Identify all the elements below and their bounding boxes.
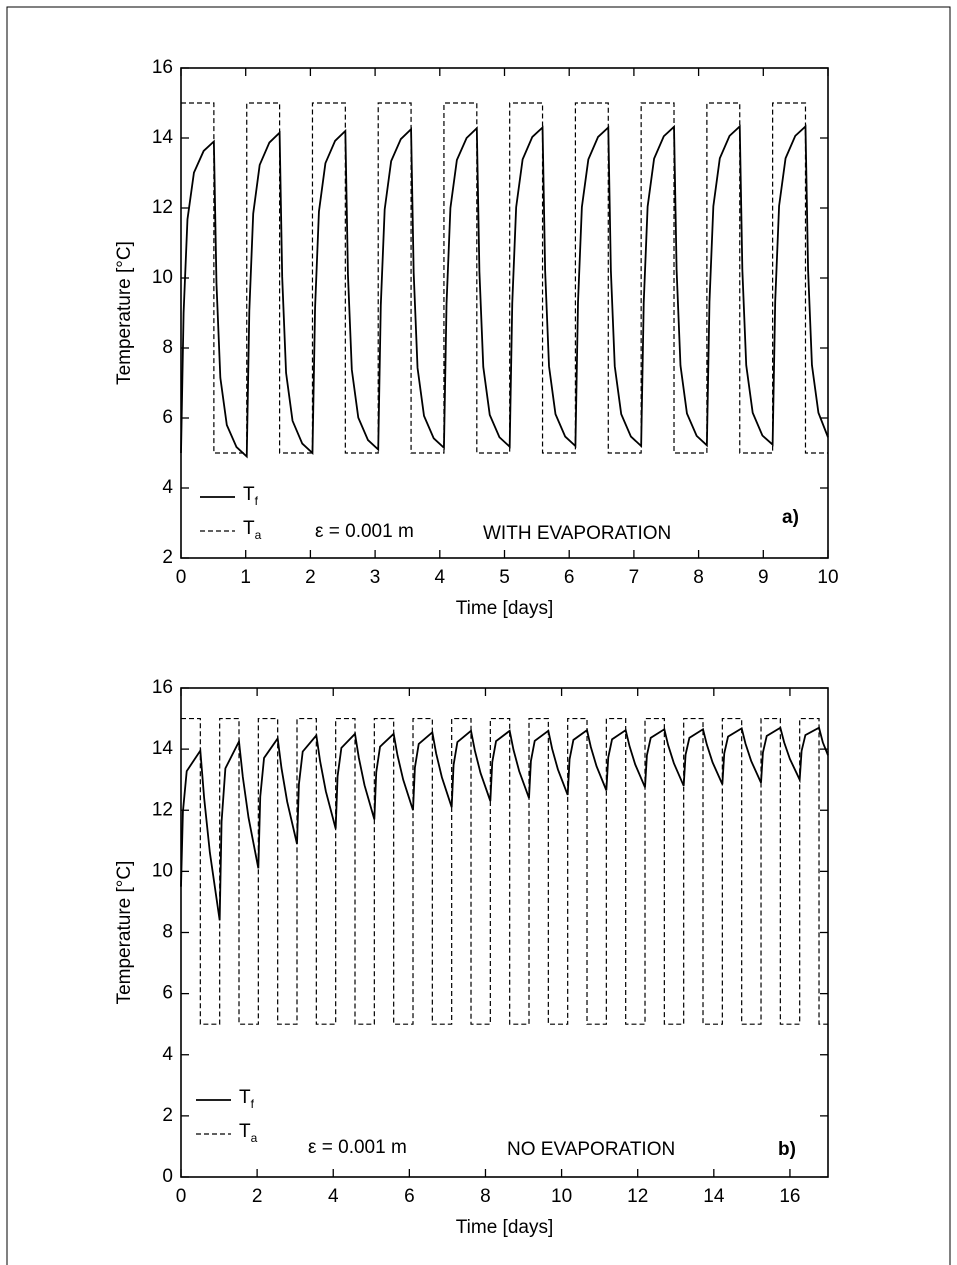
x-tick-label: 4 — [328, 1186, 339, 1207]
annotation: WITH EVAPORATION — [483, 523, 671, 544]
x-tick-label: 4 — [435, 567, 446, 588]
annotation: a) — [782, 507, 799, 528]
x-tick-label: 10 — [551, 1186, 572, 1207]
x-tick-label: 3 — [370, 567, 381, 588]
annotation: ε = 0.001 m — [315, 521, 414, 542]
x-tick-label: 2 — [305, 567, 316, 588]
y-tick-label: 8 — [162, 337, 173, 358]
y-tick-label: 10 — [152, 267, 173, 288]
annotation: NO EVAPORATION — [507, 1139, 675, 1160]
y-tick-label: 14 — [152, 127, 174, 148]
x-tick-label: 9 — [758, 567, 769, 588]
annotation: ε = 0.001 m — [308, 1137, 407, 1158]
series-line — [181, 102, 828, 454]
y-tick-label: 12 — [152, 799, 173, 820]
x-tick-label: 8 — [693, 567, 704, 588]
series-line — [181, 717, 828, 1025]
x-axis-label: Time [days] — [456, 1217, 554, 1238]
x-tick-label: 6 — [564, 567, 575, 588]
legend-label: Ta — [243, 518, 262, 542]
x-tick-label: 0 — [176, 1186, 187, 1207]
y-tick-label: 14 — [152, 738, 174, 759]
y-tick-label: 10 — [152, 860, 173, 881]
y-tick-label: 6 — [162, 983, 173, 1004]
x-tick-label: 10 — [817, 567, 838, 588]
y-tick-label: 2 — [162, 547, 173, 568]
page-frame — [6, 6, 951, 1265]
x-tick-label: 14 — [703, 1186, 725, 1207]
series-line — [180, 726, 829, 921]
x-tick-label: 1 — [240, 567, 251, 588]
y-axis-label: Temperature [°C] — [114, 861, 135, 1005]
legend-label: Ta — [239, 1121, 258, 1145]
x-tick-label: 2 — [252, 1186, 263, 1207]
annotation: b) — [778, 1139, 796, 1160]
y-tick-label: 8 — [162, 922, 173, 943]
x-tick-label: 7 — [629, 567, 640, 588]
plot-frame — [180, 67, 829, 559]
x-tick-label: 6 — [404, 1186, 415, 1207]
y-tick-label: 4 — [162, 1044, 173, 1065]
y-tick-label: 6 — [162, 407, 173, 428]
y-tick-label: 16 — [152, 57, 173, 78]
y-tick-label: 2 — [162, 1105, 173, 1126]
y-tick-label: 12 — [152, 197, 173, 218]
y-tick-label: 16 — [152, 677, 173, 698]
x-tick-label: 16 — [779, 1186, 800, 1207]
y-axis-label: Temperature [°C] — [114, 241, 135, 385]
y-tick-label: 4 — [162, 477, 173, 498]
x-tick-label: 12 — [627, 1186, 648, 1207]
y-tick-label: 0 — [162, 1166, 173, 1187]
series-line — [180, 124, 829, 459]
legend-label: Tf — [239, 1087, 255, 1111]
x-axis-label: Time [days] — [456, 598, 554, 619]
x-tick-label: 0 — [176, 567, 187, 588]
legend-label: Tf — [243, 484, 259, 508]
x-tick-label: 5 — [499, 567, 510, 588]
x-tick-label: 8 — [480, 1186, 491, 1207]
